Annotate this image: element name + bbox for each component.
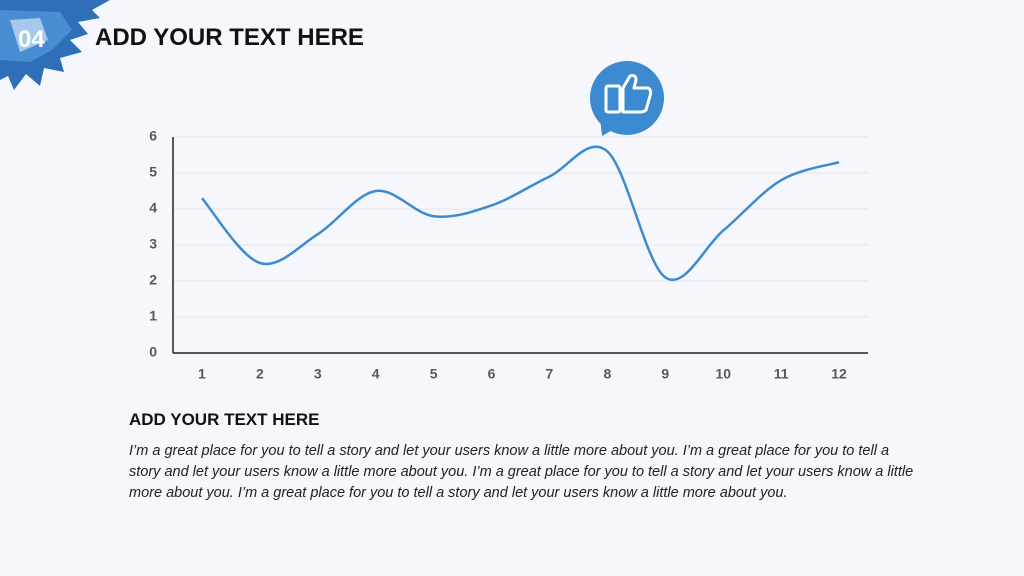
x-tick-label: 10 bbox=[715, 366, 731, 382]
y-tick-label: 4 bbox=[149, 200, 157, 216]
x-tick-label: 2 bbox=[256, 366, 264, 382]
y-tick-label: 3 bbox=[149, 236, 157, 252]
x-tick-label: 9 bbox=[661, 366, 669, 382]
y-tick-label: 2 bbox=[149, 272, 157, 288]
x-tick-label: 1 bbox=[198, 366, 206, 382]
y-tick-label: 6 bbox=[149, 128, 157, 144]
x-tick-label: 11 bbox=[774, 366, 789, 382]
section-body: I’m a great place for you to tell a stor… bbox=[129, 443, 914, 501]
x-tick-label: 4 bbox=[372, 366, 380, 382]
x-tick-label: 8 bbox=[603, 366, 611, 382]
like-icon bbox=[590, 61, 664, 136]
x-tick-label: 5 bbox=[430, 366, 438, 382]
x-tick-label: 6 bbox=[488, 366, 496, 382]
slide-number: 04 bbox=[18, 26, 45, 53]
y-tick-label: 0 bbox=[149, 344, 157, 360]
data-line bbox=[201, 145, 840, 281]
slide-title: ADD YOUR TEXT HERE bbox=[95, 24, 364, 51]
paint-splash bbox=[10, 18, 48, 52]
section-heading: ADD YOUR TEXT HERE bbox=[129, 410, 320, 429]
x-tick-label: 7 bbox=[546, 366, 554, 382]
x-tick-label: 3 bbox=[314, 366, 322, 382]
y-tick-label: 5 bbox=[149, 164, 157, 180]
x-tick-label: 12 bbox=[831, 366, 847, 382]
y-tick-label: 1 bbox=[149, 308, 157, 324]
